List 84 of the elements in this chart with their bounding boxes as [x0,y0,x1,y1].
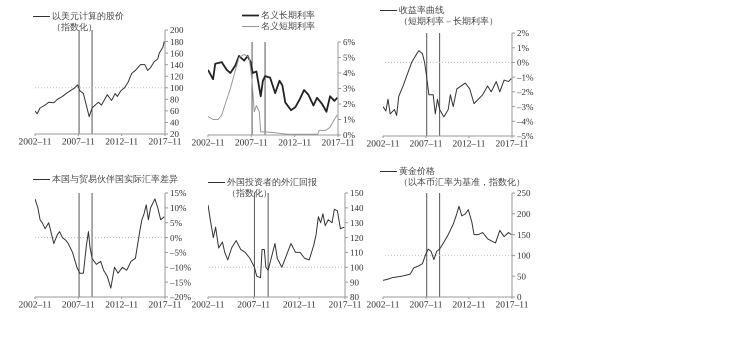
y-tick-label: 120 [170,71,184,82]
y-tick-label: 20 [170,129,180,140]
y-tick-label: 2% [517,28,530,38]
y-tick-label: 0% [517,58,530,68]
y-tick-label: 50 [517,271,526,282]
y-tick-label: 40 [170,118,180,128]
y-tick-label: 130 [350,218,364,228]
y-tick-label: 200 [170,25,184,36]
y-tick-label: 5% [170,218,182,228]
x-tick-label: 2012–11 [452,140,486,150]
y-tick-label: –20% [169,292,192,302]
y-tick-label: 6% [343,37,356,48]
legend-label: 外国投资者的外汇回报（指数化） [227,177,317,199]
y-tick-label: 200 [517,208,531,219]
x-tick-label: 2017–11 [148,300,182,311]
x-tick-label: 2007–11 [410,140,443,150]
y-tick-label: 10% [170,203,187,214]
y-tick-label: 80 [350,292,360,302]
x-tick-label: 2012–11 [105,138,138,148]
y-tick-label: –10% [169,262,192,272]
line-series [208,55,338,113]
y-tick-label: 60 [170,106,180,116]
y-tick-label: –3% [516,102,534,112]
line-series [383,50,512,118]
x-tick-label: 2017–11 [496,300,529,311]
legend-label: 以美元计算的股价（指数化） [52,11,124,33]
x-tick-label: 2007–11 [234,138,268,149]
legend-label: 名义短期利率 [261,21,315,32]
x-tick-label: 2012–11 [282,300,316,311]
legend-label: 收益率曲线（短期利率 – 长期利率） [399,5,498,27]
x-tick-label: 2017–11 [148,138,182,148]
line-series [208,204,345,278]
y-tick-label: 15% [170,188,187,198]
y-tick-label: 120 [350,232,364,243]
x-tick-label: 2007–11 [410,300,443,311]
y-tick-label: 1% [343,114,356,125]
y-tick-label: 140 [170,60,184,70]
y-tick-label: 1% [517,42,530,53]
legend-label: 名义长期利率 [261,10,315,21]
x-tick-label: 2012–11 [452,300,486,311]
y-tick-label: –5% [516,131,534,142]
y-tick-label: 80 [170,94,180,105]
x-tick-label: 2002–11 [18,138,52,148]
y-tick-label: 110 [350,248,364,258]
y-tick-label: 180 [170,36,184,47]
y-tick-label: 150 [350,188,364,198]
y-tick-label: 0% [170,232,182,243]
y-tick-label: 4% [343,68,356,78]
x-tick-label: 2002–11 [366,300,400,311]
y-tick-label: 90 [350,277,360,288]
line-series [35,198,165,289]
y-tick-label: 160 [170,48,184,58]
x-tick-label: 2007–11 [62,138,96,148]
y-tick-label: –2% [516,87,534,98]
x-tick-label: 2007–11 [237,300,270,311]
x-tick-label: 2002–11 [192,300,225,311]
y-tick-label: 140 [350,203,364,214]
x-tick-label: 2017–11 [328,300,362,311]
x-tick-label: 2012–11 [105,300,138,311]
y-tick-label: 2% [343,99,356,110]
x-tick-label: 2002–11 [18,300,52,311]
y-tick-label: –4% [516,116,534,126]
legend-label: 本国与贸易伙伴国实际汇率差异 [52,174,178,185]
y-tick-label: 100 [517,250,531,261]
x-tick-label: 2007–11 [62,300,96,311]
x-tick-label: 2017–11 [496,140,529,150]
x-tick-label: 2002–11 [192,138,225,149]
y-tick-label: 0 [517,292,522,302]
y-tick-label: 0% [343,130,356,140]
x-tick-label: 2017–11 [322,138,355,149]
y-tick-label: –1% [516,72,534,82]
y-tick-label: 3% [343,84,356,94]
legend-label: 黄金价格（以本币汇率为基准，指数化） [399,166,525,188]
line-series [35,41,165,118]
line-series [383,206,512,281]
y-tick-label: 150 [517,230,531,240]
y-tick-label: 250 [517,188,531,198]
y-tick-label: 5% [343,52,356,63]
x-tick-label: 2012–11 [278,138,312,149]
y-tick-label: –15% [169,277,192,288]
y-tick-label: 100 [170,82,184,93]
y-tick-label: 100 [350,262,364,272]
y-tick-label: –5% [169,248,187,258]
x-tick-label: 2002–11 [366,140,400,150]
